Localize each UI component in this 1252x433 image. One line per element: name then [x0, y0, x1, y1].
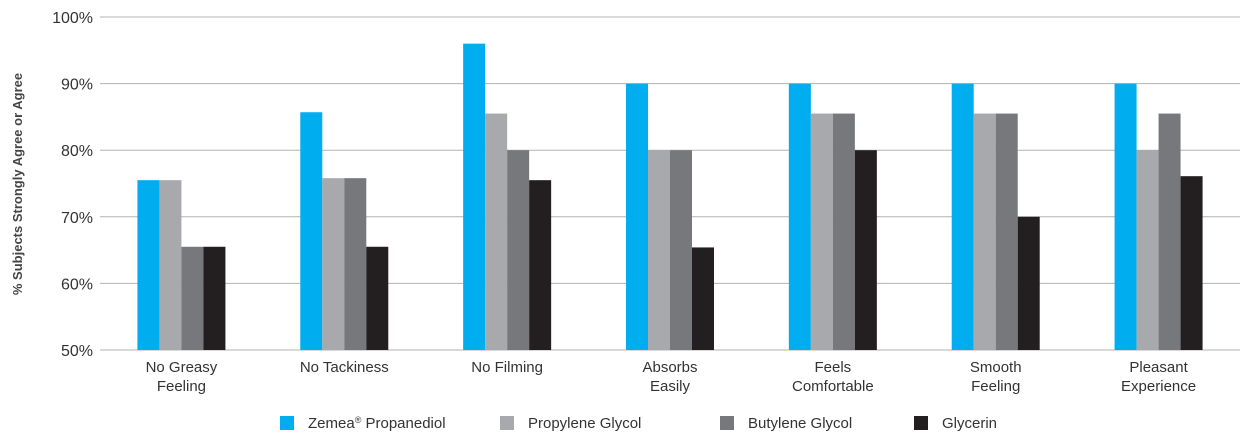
legend: Zemea® Propanediol Propylene Glycol Butyle… [280, 415, 997, 432]
legend-item: Propylene Glycol [500, 415, 641, 432]
bar [159, 180, 182, 350]
legend-label: Glycerin [942, 415, 997, 432]
legend-swatch [500, 416, 514, 430]
y-tick-label: 90% [61, 77, 93, 94]
legend-label: Zemea® Propanediol [308, 415, 446, 432]
y-tick-label: 50% [61, 343, 93, 360]
bar [1136, 150, 1159, 350]
x-category-label: No Greasy Feeling [146, 359, 218, 395]
bar [137, 180, 160, 350]
legend-label: Butylene Glycol [748, 415, 852, 432]
y-axis-label: % Subjects Strongly Agree or Agree [10, 73, 25, 295]
bar [1158, 113, 1181, 350]
bar [1017, 216, 1040, 350]
x-axis-categories: No Greasy Feeling No Tackiness No Filming Ab… [146, 359, 1197, 395]
bar [626, 83, 648, 350]
x-category-label: No Filming [471, 359, 543, 376]
bar [485, 113, 508, 350]
legend-item: Butylene Glycol [720, 415, 852, 432]
bar [507, 150, 530, 350]
legend-label: Propylene Glycol [528, 415, 641, 432]
bar [463, 43, 486, 350]
x-category-label: Feels Comfortable [792, 359, 874, 395]
legend-swatch [720, 416, 734, 430]
bar [529, 180, 552, 350]
y-tick-label: 100% [52, 10, 93, 27]
bar [951, 83, 974, 350]
bar [203, 246, 226, 350]
y-axis-ticks: 50% 60% 70% 80% 90% 100% [52, 10, 93, 360]
bar [788, 83, 811, 350]
bar [810, 113, 833, 350]
bar [322, 178, 345, 350]
bar [181, 246, 204, 350]
bar [1180, 176, 1203, 350]
bars [137, 43, 1203, 350]
x-category-label: No Tackiness [300, 359, 389, 376]
bar [300, 112, 323, 350]
x-category-label: Pleasant Experience [1121, 359, 1196, 395]
bar [1114, 83, 1137, 350]
bar [854, 150, 877, 350]
bar [344, 178, 367, 350]
legend-item: Glycerin [914, 415, 997, 432]
bar [973, 113, 996, 350]
y-tick-label: 80% [61, 143, 93, 160]
y-tick-label: 70% [61, 210, 93, 227]
bar [995, 113, 1018, 350]
x-category-label: Absorbs Easily [642, 359, 697, 395]
legend-swatch [280, 416, 294, 430]
x-category-label: Smooth Feeling [970, 359, 1022, 395]
legend-swatch [914, 416, 928, 430]
bar [366, 246, 389, 350]
legend-item: Zemea® Propanediol [280, 415, 446, 432]
bar [670, 150, 692, 350]
bar [648, 150, 670, 350]
bar [832, 113, 855, 350]
bar [692, 247, 714, 350]
y-tick-label: 60% [61, 276, 93, 293]
